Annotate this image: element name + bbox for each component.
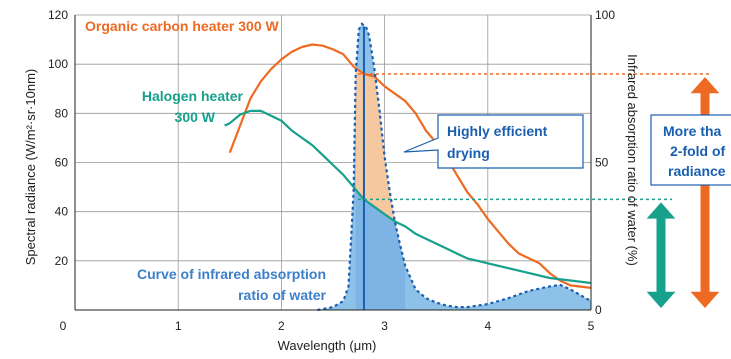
- y-left-tick-label: 40: [55, 205, 69, 219]
- fold-callout: More tha 2-fold of radiance: [650, 114, 731, 186]
- x-tick-label: 2: [278, 319, 285, 333]
- halogen-heater-label-1: Halogen heater: [142, 88, 244, 104]
- y-right-axis-title: Infrared absorption ratio of water (%): [625, 54, 640, 266]
- water-curve-label-1: Curve of infrared absorption: [137, 266, 326, 282]
- y-right-tick-label: 100: [595, 8, 615, 22]
- arrows: [646, 77, 720, 308]
- efficient-drying-line1: Highly efficient: [447, 123, 548, 139]
- x-tick-label: 1: [175, 319, 182, 333]
- water-under-halogen-fill: [355, 189, 406, 310]
- efficient-drying-callout: Highly efficient drying: [403, 114, 584, 169]
- x-tick-label: 4: [484, 319, 491, 333]
- halogen-radiance-arrow: [646, 202, 676, 308]
- organic-radiance-arrow: [690, 77, 720, 308]
- y-left-tick-label: 80: [55, 106, 69, 120]
- y-right-tick-label: 0: [595, 303, 602, 317]
- tick-labels: 20 40 60 80 100 120 0 50 100 0 1 2 3 4 5: [48, 8, 615, 333]
- organic-heater-label: Organic carbon heater 300 W: [85, 18, 280, 34]
- efficient-drying-line2: drying: [447, 145, 490, 161]
- y-left-tick-label: 100: [48, 57, 68, 71]
- water-curve-label-2: ratio of water: [238, 287, 326, 303]
- y-left-axis-title: Spectral radiance (W/m²·sr·10nm): [23, 69, 38, 266]
- y-left-tick-label: 60: [55, 156, 69, 170]
- x-tick-label: 5: [588, 319, 595, 333]
- axes: [74, 15, 592, 311]
- water-absorption-line: [317, 22, 592, 312]
- grid: [75, 14, 591, 310]
- y-right-tick-label: 50: [595, 156, 609, 170]
- organic-heater-line: [228, 43, 592, 289]
- x-axis-title: Wavelength (μm): [278, 338, 377, 353]
- fold-line1: More tha: [663, 123, 722, 139]
- series-lines: [224, 22, 712, 312]
- y-left-tick-label: 120: [48, 8, 68, 22]
- x-tick-label: 0: [60, 319, 67, 333]
- fold-line2: 2-fold of: [670, 143, 726, 159]
- y-left-tick-label: 20: [55, 254, 69, 268]
- fold-line3: radiance: [668, 163, 726, 179]
- halogen-heater-line: [224, 109, 592, 285]
- halogen-heater-label-2: 300 W: [175, 109, 216, 125]
- x-tick-label: 3: [381, 319, 388, 333]
